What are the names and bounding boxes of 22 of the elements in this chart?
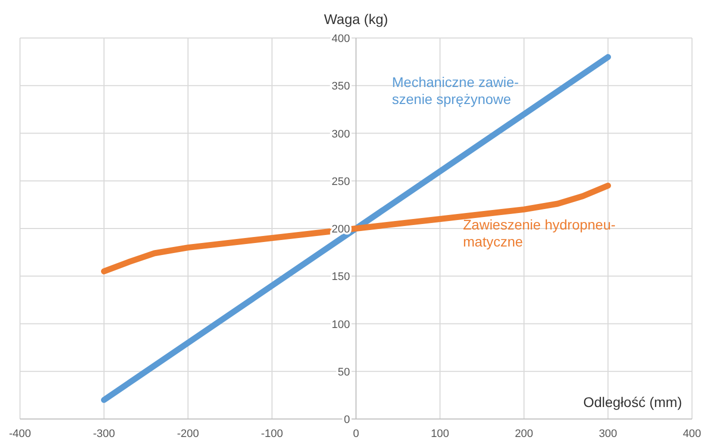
y-tick-label: 50 bbox=[338, 366, 350, 378]
y-tick-label: 200 bbox=[332, 224, 350, 236]
x-tick-label: -200 bbox=[176, 428, 200, 440]
x-tick-label: 300 bbox=[598, 428, 618, 440]
y-axis-title: Waga (kg) bbox=[324, 11, 388, 27]
y-tick-label: 150 bbox=[332, 271, 350, 284]
y-tick-label: 400 bbox=[332, 33, 350, 45]
x-tick-label: -300 bbox=[92, 428, 116, 440]
x-tick-label: 400 bbox=[682, 428, 702, 440]
y-tick-label: 0 bbox=[344, 414, 350, 426]
series-label: Zawieszenie hydropneu- matyczne bbox=[463, 216, 616, 250]
x-tick-label: 200 bbox=[514, 428, 534, 440]
x-tick-label: 100 bbox=[430, 428, 450, 440]
y-tick-label: 300 bbox=[332, 128, 350, 140]
y-tick-label: 250 bbox=[332, 176, 350, 188]
x-axis-title: Odległość (mm) bbox=[583, 394, 682, 410]
x-tick-label: -100 bbox=[260, 428, 284, 440]
x-tick-label: -400 bbox=[8, 428, 32, 440]
series-label: Mechaniczne zawie- szenie sprężynowe bbox=[392, 74, 520, 108]
y-tick-label: 350 bbox=[332, 80, 350, 93]
x-tick-label: 0 bbox=[352, 428, 360, 440]
y-tick-label: 100 bbox=[332, 318, 350, 331]
